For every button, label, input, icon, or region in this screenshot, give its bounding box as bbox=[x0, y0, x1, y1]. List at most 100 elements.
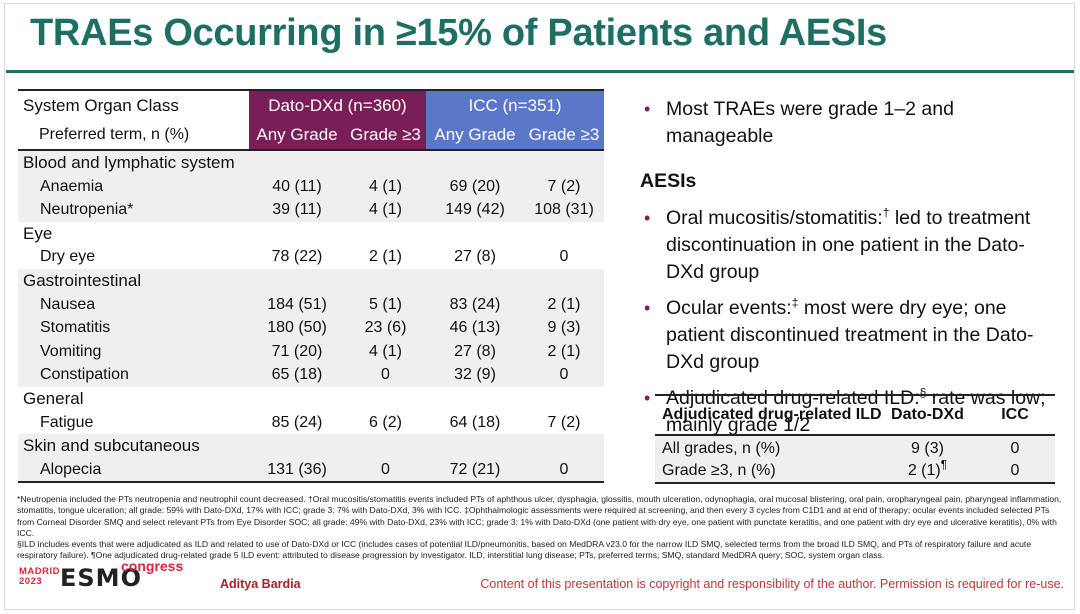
aesi-heading: AESIs bbox=[640, 170, 697, 192]
value-cell: 5 (1) bbox=[345, 292, 426, 317]
logo-city-year: MADRID 2023 bbox=[19, 567, 60, 587]
footnote-marker: ¶ bbox=[940, 457, 948, 472]
copyright-notice: Content of this presentation is copyrigh… bbox=[480, 577, 1064, 591]
group-title: Skin and subcutaneous bbox=[18, 434, 605, 458]
value-cell: 46 (13) bbox=[426, 316, 524, 340]
value-cell: 23 (6) bbox=[345, 316, 426, 340]
term-cell: Neutropenia* bbox=[18, 198, 249, 222]
value-cell: 78 (22) bbox=[271, 248, 323, 266]
value-cell: 149 (42) bbox=[426, 198, 524, 222]
bullet-dot-icon: • bbox=[644, 298, 651, 318]
icc-any-grade-header: Any Grade bbox=[426, 121, 524, 151]
value-cell: 32 (9) bbox=[426, 363, 524, 387]
group-title: Blood and lymphatic system bbox=[18, 150, 605, 175]
value-cell: 2 (1) bbox=[524, 292, 605, 317]
value-cell: 65 (18) bbox=[249, 363, 345, 387]
summary-bullets: • Most TRAEs were grade 1–2 and manageab… bbox=[640, 96, 1060, 439]
bullet-item: • Ocular events:‡ most were dry eye; one… bbox=[640, 295, 1060, 376]
term-cell: Constipation bbox=[18, 363, 249, 387]
trae-table: System Organ Class Dato-DXd (n=360) ICC … bbox=[18, 89, 605, 484]
logo-year: 2023 bbox=[19, 576, 43, 587]
col-soc-header: System Organ Class bbox=[18, 89, 249, 121]
col-pt-header: Preferred term, n (%) bbox=[18, 121, 249, 151]
footnote-marker: † bbox=[882, 205, 890, 220]
value-cell: 0 bbox=[524, 457, 605, 484]
bullet-text-pre: Ocular events: bbox=[666, 297, 792, 319]
group-title: Eye bbox=[23, 223, 53, 243]
ild-col-dato-header: Dato-DXd bbox=[880, 394, 975, 436]
footnotes: *Neutropenia included the PTs neutropeni… bbox=[17, 494, 1062, 562]
bullet-item: • Most TRAEs were grade 1–2 and manageab… bbox=[640, 96, 1060, 150]
value-cell: 9 (3) bbox=[880, 435, 975, 460]
table-row: All grades, n (%) 9 (3) 0 bbox=[655, 435, 1055, 460]
dato-any-grade-header: Any Grade bbox=[249, 121, 345, 151]
value-cell: 0 bbox=[345, 457, 426, 484]
logo-esmo-text: ESMO bbox=[60, 564, 142, 592]
presenter-name: Aditya Bardia bbox=[220, 577, 301, 591]
ild-table: Adjudicated drug-related ILD Dato-DXd IC… bbox=[655, 394, 1055, 484]
bullet-dot-icon: • bbox=[644, 99, 651, 119]
value-cell: 4 (1) bbox=[345, 174, 426, 199]
value-cell: 7 (2) bbox=[547, 413, 581, 431]
slide-title: TRAEs Occurring in ≥15% of Patients and … bbox=[30, 12, 887, 54]
value-cell: 2 (1) bbox=[369, 248, 402, 266]
bullet-dot-icon: • bbox=[644, 208, 651, 228]
ild-row-label: All grades, n (%) bbox=[655, 435, 880, 460]
value-cell: 85 (24) bbox=[271, 413, 323, 431]
table-row: Nausea 184 (51) 5 (1) 83 (24) 2 (1) bbox=[18, 292, 605, 317]
group-title: Gastrointestinal bbox=[18, 268, 605, 293]
table-row: Grade ≥3, n (%) 2 (1)¶ 0 bbox=[655, 457, 1055, 484]
bullet-text-post: led to treatment discontinuation in one … bbox=[666, 207, 1031, 283]
value-cell: 9 (3) bbox=[524, 316, 605, 340]
icc-header: ICC (n=351) bbox=[426, 89, 605, 121]
bullet-text-post: most were dry eye; one patient discontin… bbox=[666, 297, 1034, 373]
footnote-marker: § bbox=[919, 385, 927, 400]
ild-row-label: Grade ≥3, n (%) bbox=[655, 460, 880, 484]
table-row: Dry eye 78 (22) 2 (1) 27 (8) 0 bbox=[18, 245, 604, 269]
value-cell: 0 bbox=[524, 363, 605, 387]
value-cell: 4 (1) bbox=[345, 339, 426, 364]
value-cell: 39 (11) bbox=[249, 198, 345, 222]
esmo-logo: MADRID 2023 ESMO congress bbox=[19, 558, 183, 595]
term-cell: Anaemia bbox=[18, 174, 249, 199]
logo-city: MADRID bbox=[19, 566, 60, 577]
ild-header-row: Adjudicated drug-related ILD Dato-DXd IC… bbox=[655, 394, 1055, 436]
value-cell: 83 (24) bbox=[426, 292, 524, 317]
value-cell: 40 (11) bbox=[249, 174, 345, 199]
value-cell: 180 (50) bbox=[249, 316, 345, 340]
value-cell: 64 (18) bbox=[449, 413, 501, 431]
value-text: 2 (1) bbox=[907, 462, 941, 479]
value-cell: 184 (51) bbox=[249, 292, 345, 317]
value-cell: 2 (1) bbox=[524, 339, 605, 364]
table-row: Stomatitis 180 (50) 23 (6) 46 (13) 9 (3) bbox=[18, 316, 605, 340]
value-cell: 0 bbox=[559, 248, 569, 266]
term-cell: Nausea bbox=[18, 292, 249, 317]
bullet-text: Most TRAEs were grade 1–2 and manageable bbox=[666, 98, 954, 147]
table-row: Neutropenia* 39 (11) 4 (1) 149 (42) 108 … bbox=[18, 198, 605, 222]
value-cell: 69 (20) bbox=[426, 174, 524, 199]
bullet-dot-icon: • bbox=[644, 388, 651, 408]
value-cell: 0 bbox=[345, 363, 426, 387]
value-cell: 108 (31) bbox=[524, 198, 605, 222]
term-cell: Alopecia bbox=[18, 457, 249, 484]
group-row: Gastrointestinal bbox=[18, 268, 605, 293]
bullet-item: • Oral mucositis/stomatitis:† led to tre… bbox=[640, 205, 1060, 286]
footnote-marker: ‡ bbox=[791, 295, 799, 310]
group-row: Blood and lymphatic system bbox=[18, 150, 605, 175]
value-cell: 4 (1) bbox=[345, 198, 426, 222]
value-cell: 131 (36) bbox=[249, 457, 345, 484]
table-row: Vomiting 71 (20) 4 (1) 27 (8) 2 (1) bbox=[18, 339, 605, 364]
value-cell: 71 (20) bbox=[249, 339, 345, 364]
group-row: Eye bbox=[18, 222, 604, 246]
footnote-paragraph: *Neutropenia included the PTs neutropeni… bbox=[17, 494, 1062, 538]
term-cell: Dry eye bbox=[40, 248, 96, 266]
term-cell: Fatigue bbox=[40, 413, 94, 431]
table-header-row-1: System Organ Class Dato-DXd (n=360) ICC … bbox=[18, 89, 605, 121]
value-cell: 72 (21) bbox=[426, 457, 524, 484]
value-cell: 0 bbox=[975, 435, 1055, 460]
table-row: Constipation 65 (18) 0 32 (9) 0 bbox=[18, 363, 605, 387]
table-row: Anaemia 40 (11) 4 (1) 69 (20) 7 (2) bbox=[18, 174, 605, 199]
bullet-text-pre: Oral mucositis/stomatitis: bbox=[666, 207, 883, 229]
table-header-row-2: Preferred term, n (%) Any Grade Grade ≥3… bbox=[18, 121, 605, 151]
group-row: Skin and subcutaneous bbox=[18, 434, 605, 458]
